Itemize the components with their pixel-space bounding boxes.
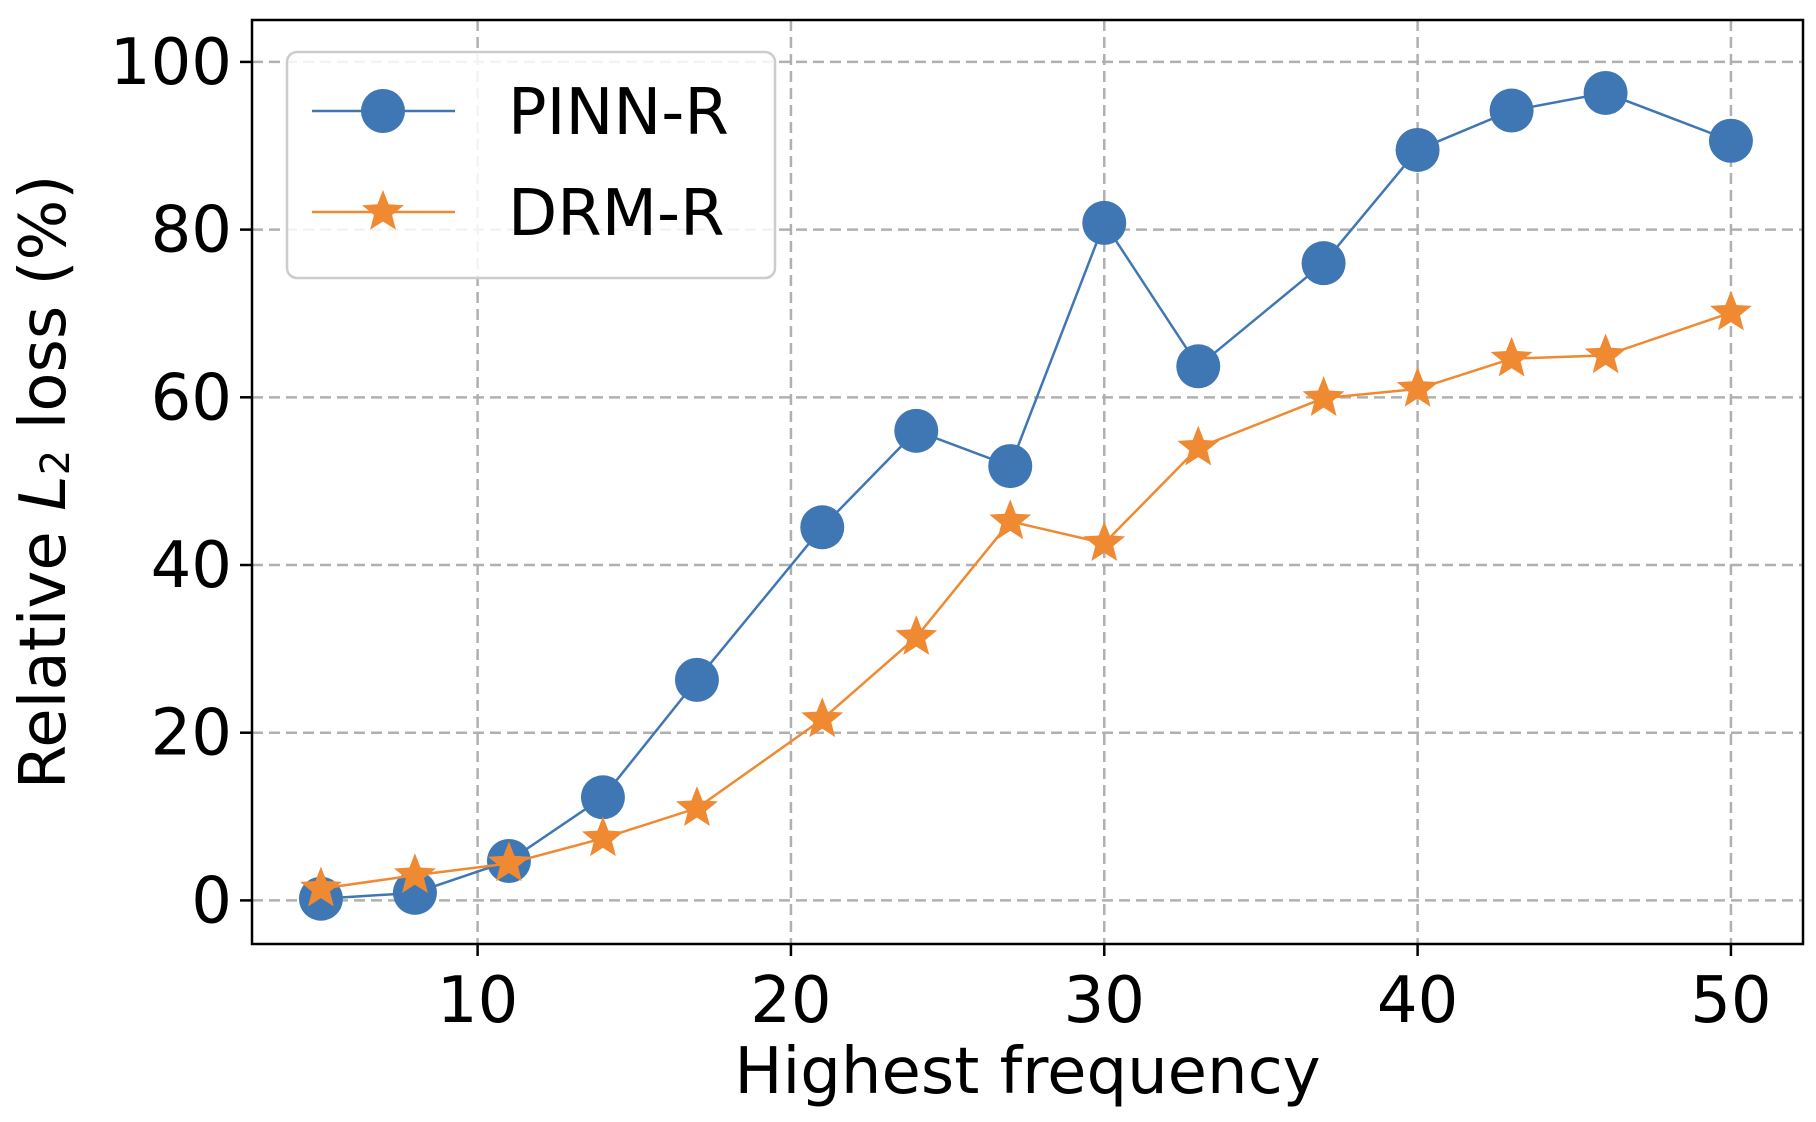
- y-axis-label-suffix: loss (%): [7, 175, 81, 450]
- y-axis-label-var: L: [7, 475, 81, 511]
- data-point-pinn-r: [800, 505, 845, 550]
- data-point-drm-r: [1083, 521, 1126, 562]
- data-point-pinn-r: [1082, 200, 1127, 245]
- ticks: 10 20 30 40 50 0 20 40 60 80 100: [110, 26, 1772, 1038]
- y-tick-label: 60: [151, 361, 232, 435]
- data-point-drm-r: [394, 853, 436, 894]
- data-point-pinn-r: [580, 775, 625, 820]
- data-point-drm-r: [1302, 376, 1345, 416]
- plot-frame: [250, 18, 1805, 946]
- y-tick-label: 40: [151, 529, 232, 603]
- legend-marker-drm-r: [362, 190, 404, 230]
- y-tick-label: 20: [151, 697, 232, 771]
- series-drm-r: [300, 290, 1752, 907]
- data-point-drm-r: [582, 816, 624, 857]
- x-tick-label: 20: [750, 964, 831, 1038]
- x-axis-label: Highest frequency: [734, 1035, 1320, 1109]
- x-tick-label: 50: [1690, 964, 1771, 1038]
- data-point-pinn-r: [1583, 70, 1628, 115]
- y-axis-label-sub: 2: [33, 450, 79, 475]
- data-point-pinn-r: [1301, 241, 1346, 286]
- data-point-drm-r: [488, 841, 530, 882]
- data-point-drm-r: [1584, 333, 1627, 374]
- x-tick-label: 10: [437, 964, 518, 1038]
- data-point-drm-r: [989, 499, 1032, 540]
- series-line-drm-r: [320, 311, 1732, 890]
- legend-label-pinn-r: PINN-R: [508, 76, 729, 150]
- data-point-drm-r: [676, 786, 718, 826]
- data-point-drm-r: [1177, 425, 1220, 466]
- data-point-drm-r: [1490, 336, 1533, 377]
- data-point-pinn-r: [894, 408, 939, 453]
- data-point-drm-r: [895, 615, 938, 655]
- y-tick-label: 0: [191, 864, 232, 938]
- data-point-drm-r: [801, 697, 844, 738]
- legend: PINN-R DRM-R: [285, 50, 777, 280]
- y-axis-label-prefix: Relative: [7, 511, 81, 789]
- series-layer: [298, 70, 1753, 921]
- data-point-pinn-r: [988, 444, 1033, 489]
- legend-box: [285, 50, 777, 280]
- legend-marker-pinn-r: [361, 89, 405, 133]
- data-point-drm-r: [1710, 290, 1752, 331]
- data-point-pinn-r: [392, 870, 437, 915]
- y-axis-label: Relative L2 loss (%): [7, 175, 81, 790]
- data-point-pinn-r: [1708, 118, 1753, 163]
- data-point-drm-r: [300, 866, 342, 907]
- data-point-pinn-r: [1176, 344, 1221, 389]
- y-tick-label: 80: [151, 194, 232, 268]
- data-point-drm-r: [1396, 366, 1439, 407]
- y-tick-label: 100: [110, 26, 232, 100]
- x-tick-label: 30: [1064, 964, 1145, 1038]
- data-point-pinn-r: [1395, 127, 1440, 172]
- data-point-pinn-r: [674, 657, 719, 702]
- legend-label-drm-r: DRM-R: [508, 177, 725, 251]
- x-tick-label: 40: [1377, 964, 1458, 1038]
- data-point-pinn-r: [1489, 88, 1534, 133]
